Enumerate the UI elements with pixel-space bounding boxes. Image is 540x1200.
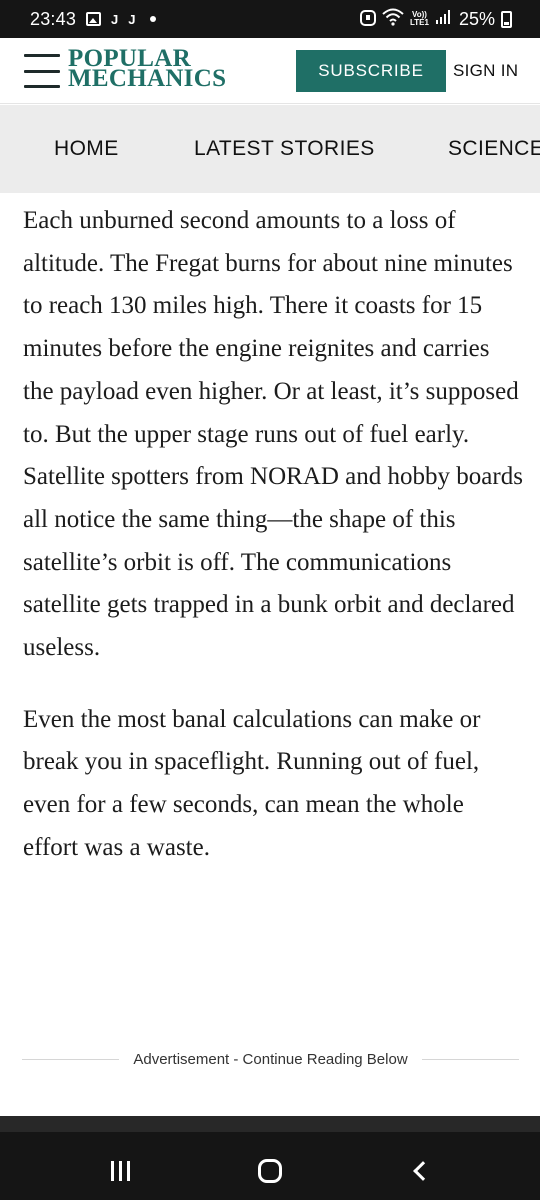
popular-mechanics-logo[interactable]: POPULAR MECHANICS xyxy=(68,45,227,92)
nav-item-latest-stories[interactable]: LATEST STORIES xyxy=(194,137,375,160)
home-button[interactable] xyxy=(240,1152,300,1190)
battery-icon xyxy=(501,10,512,28)
status-left: 23:43 J J xyxy=(30,9,156,30)
subscribe-button[interactable]: SUBSCRIBE xyxy=(296,50,446,92)
android-navigation-bar xyxy=(0,1116,540,1200)
article-paragraph: Even the most banal calculations can mak… xyxy=(23,705,481,861)
status-bar: 23:43 J J Vo)) LTE1 25% xyxy=(0,0,540,38)
j-notification-icon: J xyxy=(111,11,119,27)
back-icon xyxy=(413,1161,433,1181)
status-right: Vo)) LTE1 25% xyxy=(360,8,512,31)
battery-text: 25% xyxy=(458,8,495,29)
back-button[interactable] xyxy=(390,1152,450,1190)
status-time: 23:43 xyxy=(30,8,77,29)
advertisement-divider: Advertisement - Continue Reading Below xyxy=(22,1046,520,1072)
more-notifications-dot-icon xyxy=(149,16,156,22)
hamburger-menu-icon[interactable] xyxy=(24,54,60,88)
section-nav: HOME LATEST STORIES SCIENCE xyxy=(0,105,540,193)
signal-icon xyxy=(435,9,453,30)
home-icon xyxy=(258,1159,282,1183)
article-paragraph: Each unburned second amounts to a loss o… xyxy=(23,207,523,662)
wifi-icon xyxy=(382,8,404,31)
advertisement-label: Advertisement - Continue Reading Below xyxy=(133,1050,408,1068)
divider-line xyxy=(421,1058,520,1060)
article-body: Each unburned second amounts to a loss o… xyxy=(23,200,523,899)
logo-line-2: MECHANICS xyxy=(68,65,227,92)
site-header: POPULAR MECHANICS SUBSCRIBE SIGN IN xyxy=(0,38,540,104)
volte-icon: Vo)) LTE1 xyxy=(410,10,429,27)
divider-line xyxy=(22,1058,120,1060)
nav-item-home[interactable]: HOME xyxy=(54,137,119,160)
recents-button[interactable] xyxy=(90,1152,150,1190)
logo-line-1: POPULAR xyxy=(68,45,191,72)
sign-in-link[interactable]: SIGN IN xyxy=(453,61,519,80)
recents-icon xyxy=(110,1161,130,1181)
j-notification-icon: J xyxy=(128,11,136,27)
alarm-icon xyxy=(360,8,376,31)
nav-item-science[interactable]: SCIENCE xyxy=(448,137,540,160)
image-notification-icon xyxy=(86,12,102,26)
